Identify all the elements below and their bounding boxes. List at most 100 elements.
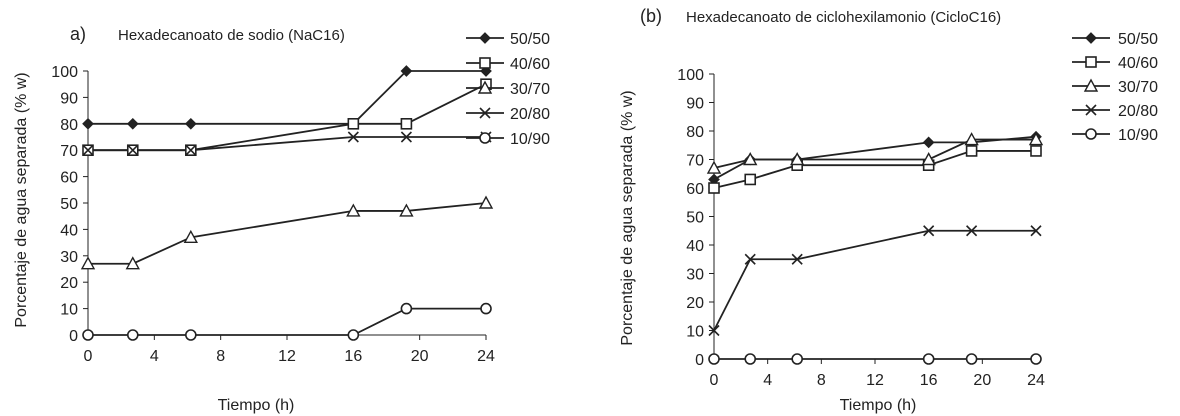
panel-b-y-tick-label: 20 [686, 295, 704, 312]
panel-a-label: a) [70, 24, 86, 44]
panel-b-data-point-open-square [744, 173, 757, 186]
panel-a-y-tick-label: 10 [60, 302, 78, 319]
panel-a-legend-marker-filled-diamond [479, 32, 491, 44]
panel-b-legend-marker-open-triangle [1083, 78, 1099, 92]
panel-b-y-tick-label: 60 [686, 181, 704, 198]
panel-a-data-point-open-square [400, 118, 413, 130]
panel-b-data-point-open-circle [744, 353, 757, 365]
panel-b-data-point-cross [966, 225, 978, 237]
panel-b-x-tick-label: 12 [866, 372, 884, 389]
panel-a-y-tick-label: 90 [60, 90, 78, 107]
panel-b-data-point-cross [923, 225, 935, 237]
panel-b-y-tick-label: 50 [686, 210, 704, 227]
panel-a-series-line-3 [88, 202, 487, 265]
panel-b-legend-marker-open-square [1085, 56, 1097, 68]
panel-a-data-point-filled-diamond [82, 117, 94, 130]
panel-a-legend-label: 40/60 [510, 56, 550, 73]
panel-a-data-point-open-triangle [399, 203, 414, 217]
panel-a-x-tick-label: 8 [216, 348, 225, 365]
panel-b-legend-label: 20/80 [1118, 103, 1158, 120]
panel-a-data-point-open-triangle [80, 256, 96, 270]
panel-b-label: (b) [640, 6, 662, 26]
panel-a-data-point-open-circle [82, 329, 94, 341]
panel-a: a) Hexadecanoato de sodio (NaC16) Porcen… [13, 24, 345, 414]
panel-a-data-point-open-triangle [346, 203, 361, 217]
panel-a-series-line-1 [88, 70, 486, 125]
panel-b-data-point-open-triangle [706, 160, 722, 174]
panel-b-data-point-open-triangle [1028, 132, 1044, 146]
panel-b-y-tick-label: 90 [686, 96, 704, 113]
panel-b-data-point-open-circle [791, 353, 803, 365]
panel-b-data-point-filled-diamond [922, 136, 935, 149]
panel-b-legend-label: 40/60 [1118, 55, 1158, 72]
panel-a-x-axis-title: Tiempo (h) [218, 397, 295, 414]
panel-a-data-point-open-circle [126, 329, 139, 341]
panel-b-series-line-2 [713, 150, 1036, 189]
panel-a-legend-marker-open-circle [479, 132, 491, 144]
panel-a-y-tick-label: 50 [60, 196, 78, 213]
panel-b-data-point-open-circle [965, 353, 978, 365]
panel-a-data-point-cross [347, 131, 359, 143]
panel-b-data-point-open-square [708, 182, 720, 194]
panel-b-legend-marker-cross [1085, 104, 1097, 116]
panel-a-x-tick-label: 0 [84, 348, 93, 365]
panel-a-legend-marker-cross [479, 107, 491, 119]
panel-b-series-line-4 [713, 229, 1036, 331]
panel-b-plot: 0 10 20 30 40 50 60 70 80 90 100 0 4 8 12 16 20 24 [677, 67, 1045, 389]
panel-a-y-tick-label: 80 [60, 117, 78, 134]
panel-a-data-point-open-circle [185, 329, 197, 341]
panel-a-data-point-open-circle [480, 302, 492, 315]
panel-a-x-tick-label: 12 [278, 348, 296, 365]
panel-a-legend-label: 10/90 [510, 131, 550, 148]
panel-b-y-tick-label: 0 [695, 352, 704, 369]
panel-a-x-tick-label: 4 [150, 348, 159, 365]
panel-b-x-tick-label: 20 [973, 372, 991, 389]
panel-a-legend-label: 50/50 [510, 31, 550, 48]
panel-b-y-tick-label: 80 [686, 124, 704, 141]
panel-b-data-point-open-triangle [743, 152, 758, 166]
panel-b-x-axis-title: Tiempo (h) [840, 397, 917, 414]
panel-b-x-tick-label: 4 [763, 372, 772, 389]
panel-a-series-line-4 [88, 136, 486, 152]
panel-a-y-axis-title: Porcentaje de agua separada (% w) [13, 72, 30, 327]
panel-b-legend-marker-filled-diamond [1085, 32, 1097, 44]
panel-a-y-tick-label: 100 [51, 64, 78, 81]
panel-a-legend-label: 20/80 [510, 106, 550, 123]
panel-a-legend-marker-open-triangle [477, 80, 493, 94]
panel-b-data-point-open-triangle [921, 152, 936, 166]
panel-a-data-point-cross [400, 131, 412, 143]
panel-b-y-tick-label: 70 [686, 153, 704, 170]
panel-a-data-point-open-triangle [478, 195, 494, 209]
panel-b-legend-label: 30/70 [1118, 79, 1158, 96]
panel-a-y-tick-label: 30 [60, 249, 78, 266]
panel-a-y-tick-label: 40 [60, 222, 78, 239]
panel-a-y-tick-label: 20 [60, 275, 78, 292]
panel-a-data-point-open-circle [400, 302, 413, 315]
panel-b-y-axis-title: Porcentaje de agua separada (% w) [619, 90, 636, 345]
panel-b-data-point-cross [744, 253, 756, 265]
panel-a-data-point-open-triangle [125, 256, 140, 270]
panel-b-data-point-open-square [965, 145, 978, 157]
panel-a-data-point-open-circle [347, 329, 360, 341]
panel-b: (b) Hexadecanoato de ciclohexilamonio (C… [619, 6, 1001, 414]
panel-b-data-point-open-circle [922, 353, 935, 365]
panel-b-y-tick-label: 100 [677, 67, 704, 84]
panel-a-x-tick-label: 20 [411, 348, 429, 365]
panel-a-y-tick-label: 70 [60, 143, 78, 160]
panel-a-legend-label: 30/70 [510, 81, 550, 98]
panel-b-data-point-open-triangle [790, 152, 805, 166]
panel-a-series-line-2 [88, 83, 487, 152]
panel-a-title: Hexadecanoato de sodio (NaC16) [118, 27, 345, 44]
panel-b-x-tick-label: 8 [817, 372, 826, 389]
panel-b-legend: 50/50 40/60 30/70 20/80 10/90 [1072, 31, 1158, 144]
panel-a-data-point-cross [185, 144, 197, 156]
panel-b-data-point-open-circle [1030, 353, 1042, 365]
panel-b-data-point-cross [708, 324, 720, 337]
panel-b-data-point-cross [1030, 225, 1042, 237]
panel-b-legend-marker-open-circle [1085, 128, 1097, 140]
panel-b-x-tick-label: 0 [710, 372, 719, 389]
panel-b-data-point-open-square [1030, 145, 1042, 157]
panel-a-legend: 50/50 40/60 30/70 20/80 10/90 [466, 31, 550, 148]
panel-a-data-point-filled-diamond [184, 117, 197, 130]
